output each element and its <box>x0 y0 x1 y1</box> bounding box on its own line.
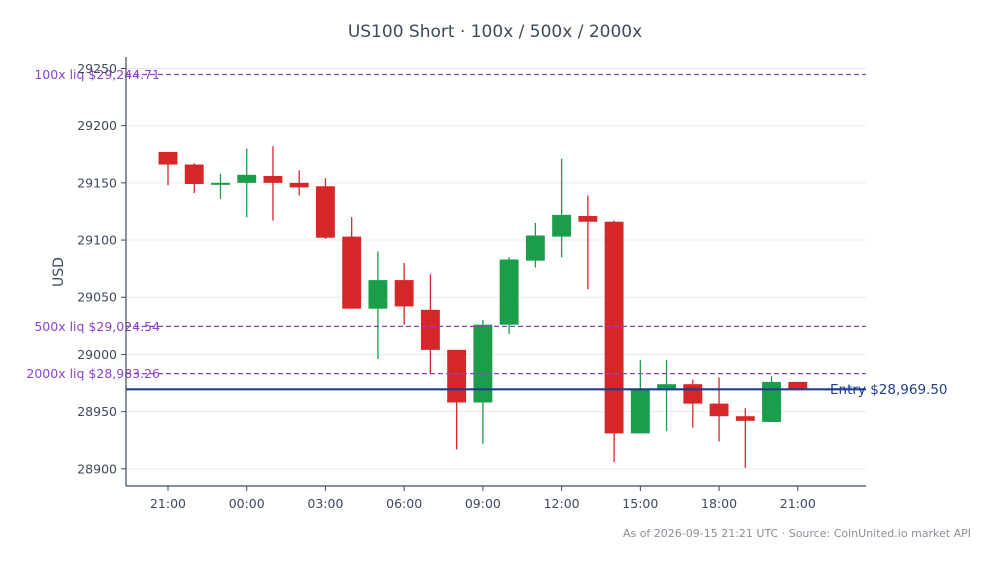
candle-body <box>289 182 309 188</box>
candle-body <box>604 221 624 434</box>
candle-body <box>211 182 230 185</box>
candle-body <box>762 381 781 422</box>
candle-up <box>762 376 781 422</box>
candle-down <box>184 163 204 194</box>
liq-500x-label: 500x liq $29,024.54 <box>34 319 160 334</box>
candle-body <box>552 214 572 237</box>
y-tick-label: 29050 <box>77 290 117 305</box>
candle-down <box>158 151 178 186</box>
gridlines <box>126 67 866 470</box>
x-tick-label: 00:00 <box>229 496 265 511</box>
y-tick-label: 29250 <box>77 61 117 76</box>
y-tick-label: 29000 <box>77 347 117 362</box>
candle-body <box>683 384 703 404</box>
candle-down <box>289 170 309 196</box>
x-tick-label: 15:00 <box>622 496 658 511</box>
x-tick-label: 09:00 <box>465 496 501 511</box>
candle-body <box>315 186 335 238</box>
candle-up <box>552 158 572 258</box>
x-axis-ticks: 21:00 00:00 03:00 06:00 09:00 12:00 15:00 18:00… <box>150 486 816 511</box>
candle-body <box>394 280 414 307</box>
candle-body <box>184 164 204 184</box>
candle-up <box>657 360 677 432</box>
x-tick-label: 21:00 <box>780 496 816 511</box>
candle-down <box>315 178 335 239</box>
candle-down <box>447 349 467 450</box>
candle-body <box>447 349 467 403</box>
candle-body <box>263 175 283 183</box>
x-tick-label: 18:00 <box>701 496 737 511</box>
y-tick-label: 28900 <box>77 461 117 476</box>
candle-body <box>578 216 598 222</box>
candle-up <box>499 257 519 334</box>
candle-body <box>735 416 755 421</box>
candle-body <box>788 381 808 389</box>
candle-body <box>368 280 388 309</box>
candles <box>158 146 808 468</box>
entry-label: Entry $28,969.50 <box>830 382 948 398</box>
liq-100x-label: 100x liq $29,244.71 <box>34 67 160 82</box>
footnote: As of 2026-09-15 21:21 UTC · Source: Coi… <box>623 527 971 540</box>
y-tick-label: 29100 <box>77 233 117 248</box>
candle-down <box>709 377 729 442</box>
candle-body <box>499 259 519 325</box>
x-tick-label: 03:00 <box>307 496 343 511</box>
candle-body <box>420 309 440 350</box>
candle-up <box>473 320 493 444</box>
x-tick-label: 21:00 <box>150 496 186 511</box>
candle-down <box>342 217 362 309</box>
liq-2000x-label: 2000x liq $28,983.26 <box>26 366 160 381</box>
candle-down <box>683 379 703 428</box>
candle-down <box>578 195 598 290</box>
candle-up <box>211 173 230 199</box>
candle-body <box>158 151 178 165</box>
candle-down <box>735 408 755 468</box>
x-tick-label: 06:00 <box>386 496 422 511</box>
y-tick-label: 29150 <box>77 175 117 190</box>
candle-up <box>630 360 650 434</box>
candle-body <box>342 236 362 309</box>
candle-down <box>420 274 440 374</box>
candle-body <box>237 174 257 183</box>
candle-body <box>709 403 729 417</box>
candle-down <box>604 220 624 462</box>
candle-down <box>394 262 414 325</box>
candle-down <box>263 146 283 221</box>
y-axis-ticks: 28900 28950 29000 29050 29100 29150 29200 29250 <box>77 61 126 476</box>
y-tick-label: 28950 <box>77 404 117 419</box>
y-axis-title: USD <box>51 257 67 287</box>
y-tick-label: 29200 <box>77 118 117 133</box>
x-tick-label: 12:00 <box>544 496 580 511</box>
candle-up <box>237 148 257 218</box>
chart-title: US100 Short · 100x / 500x / 2000x <box>348 22 642 42</box>
candle-body <box>630 389 650 434</box>
candle-up <box>525 222 545 268</box>
candle-body <box>473 324 493 403</box>
reference-lines: Entry $28,969.50 100x liq $29,244.71 500x … <box>26 67 947 398</box>
candle-body <box>525 235 545 261</box>
candle-up <box>368 251 388 360</box>
candle-body <box>657 384 677 389</box>
